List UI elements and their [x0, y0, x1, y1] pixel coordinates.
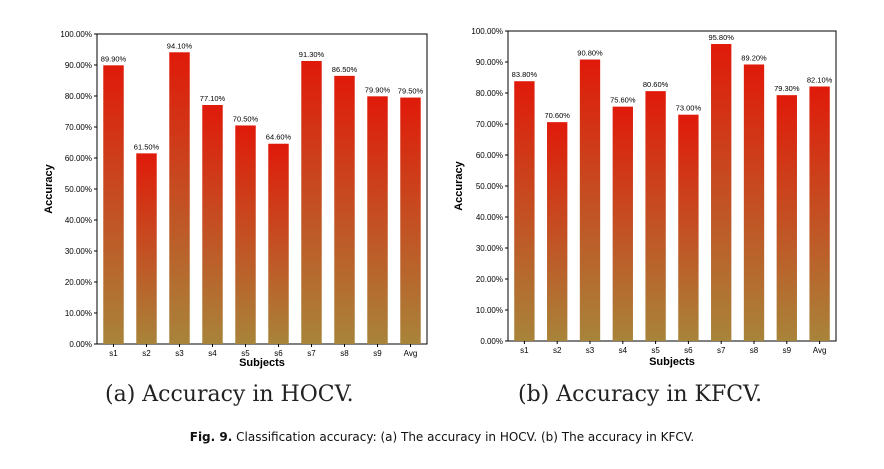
bar — [711, 44, 732, 342]
bar — [136, 153, 157, 344]
x-axis-title: Subjects — [649, 356, 695, 368]
bar — [334, 75, 355, 344]
x-tick-label: s3 — [586, 346, 595, 355]
bar — [202, 104, 223, 345]
data-label: 86.50% — [332, 65, 358, 74]
y-tick-label: 20.00% — [476, 275, 503, 284]
subcaption-a: (a) Accuracy in HOCV. — [105, 382, 354, 407]
bar — [612, 106, 633, 341]
y-tick-label: 80.00% — [65, 92, 92, 101]
caption-text: Classification accuracy: (a) The accurac… — [236, 430, 695, 444]
bar — [743, 64, 765, 341]
data-label: 89.20% — [741, 53, 767, 62]
chart-kfcv: 0.00% 10.00% 20.00% 30.00% 40.00% 50.00% 60.00… — [453, 27, 837, 368]
x-tick-label: Avg — [404, 349, 418, 358]
data-label: 89.90% — [101, 54, 127, 63]
data-label: 95.80% — [708, 33, 734, 42]
y-tick-label: 30.00% — [476, 244, 503, 253]
x-tick-label: Avg — [813, 346, 827, 355]
data-label: 80.60% — [643, 80, 669, 89]
bar — [268, 143, 289, 344]
bar — [235, 125, 256, 344]
bar — [579, 59, 601, 342]
bar — [367, 96, 388, 344]
y-axis-title: Accuracy — [453, 160, 465, 210]
x-tick-label: s5 — [241, 349, 250, 358]
data-label: 70.60% — [544, 111, 570, 120]
y-tick-label: 90.00% — [476, 58, 503, 67]
y-tick-label: 90.00% — [65, 61, 92, 70]
bar — [169, 52, 190, 344]
x-tick-label: s7 — [717, 346, 726, 355]
y-tick-label: 60.00% — [476, 151, 503, 160]
x-tick-label: s9 — [373, 349, 382, 358]
x-tick-label: s9 — [783, 346, 792, 355]
y-tick-label: 100.00% — [471, 27, 503, 36]
bar — [514, 81, 535, 341]
x-tick-label: s7 — [307, 349, 316, 358]
y-tick-label: 20.00% — [65, 278, 92, 287]
bar — [301, 60, 322, 344]
y-tick-label: 70.00% — [476, 120, 503, 129]
data-label: 61.50% — [134, 142, 160, 151]
charts-canvas: 0.00% 10.00% 20.00% 30.00% 40.00% 50.00% 60.00… — [43, 27, 837, 369]
x-tick-label: s6 — [274, 349, 283, 358]
y-tick-label: 40.00% — [65, 216, 92, 225]
y-tick-label: 30.00% — [65, 247, 92, 256]
subcaption-b: (b) Accuracy in KFCV. — [518, 382, 763, 407]
x-tick-label: s6 — [684, 346, 693, 355]
y-tick-label: 70.00% — [65, 123, 92, 132]
bar — [547, 122, 568, 341]
caption-label: Fig. 9. — [189, 430, 233, 444]
y-tick-label: 100.00% — [60, 30, 92, 39]
x-tick-label: s1 — [109, 349, 118, 358]
data-label: 79.30% — [774, 84, 800, 93]
bar — [678, 114, 699, 341]
y-tick-label: 50.00% — [476, 182, 503, 191]
chart-hocv: 0.00% 10.00% 20.00% 30.00% 40.00% 50.00% 60.00… — [43, 30, 428, 369]
data-label: 91.30% — [299, 50, 325, 59]
x-tick-label: s8 — [750, 346, 759, 355]
x-tick-label: s2 — [142, 349, 151, 358]
bar — [776, 95, 797, 341]
data-label: 90.80% — [577, 49, 603, 58]
y-tick-label: 0.00% — [480, 337, 503, 346]
bar — [103, 65, 124, 344]
y-tick-label: 50.00% — [65, 185, 92, 194]
y-tick-label: 10.00% — [476, 306, 503, 315]
figure-caption: Fig. 9. Classification accuracy: (a) The… — [0, 430, 884, 444]
data-label: 70.50% — [233, 114, 259, 123]
data-label: 64.60% — [266, 133, 292, 142]
x-tick-label: s4 — [208, 349, 217, 358]
y-tick-label: 40.00% — [476, 213, 503, 222]
data-label: 75.60% — [610, 96, 636, 105]
x-tick-label: s3 — [175, 349, 184, 358]
y-tick-label: 10.00% — [65, 309, 92, 318]
x-tick-label: s5 — [651, 346, 660, 355]
bar — [809, 86, 830, 342]
data-label: 73.00% — [676, 104, 702, 113]
x-tick-label: s2 — [553, 346, 562, 355]
y-tick-label: 60.00% — [65, 154, 92, 163]
y-tick-label: 0.00% — [69, 340, 92, 349]
data-label: 77.10% — [200, 94, 226, 103]
data-label: 79.90% — [365, 85, 391, 94]
x-tick-label: s8 — [340, 349, 349, 358]
x-tick-label: s1 — [520, 346, 529, 355]
x-axis-title: Subjects — [239, 357, 285, 369]
data-label: 83.80% — [512, 70, 538, 79]
data-label: 79.50% — [398, 87, 424, 96]
data-label: 94.10% — [167, 41, 193, 50]
data-label: 82.10% — [807, 75, 833, 84]
bar — [400, 97, 421, 344]
bar — [645, 91, 666, 341]
y-axis-title: Accuracy — [43, 163, 55, 213]
y-tick-label: 80.00% — [476, 89, 503, 98]
x-tick-label: s4 — [619, 346, 628, 355]
